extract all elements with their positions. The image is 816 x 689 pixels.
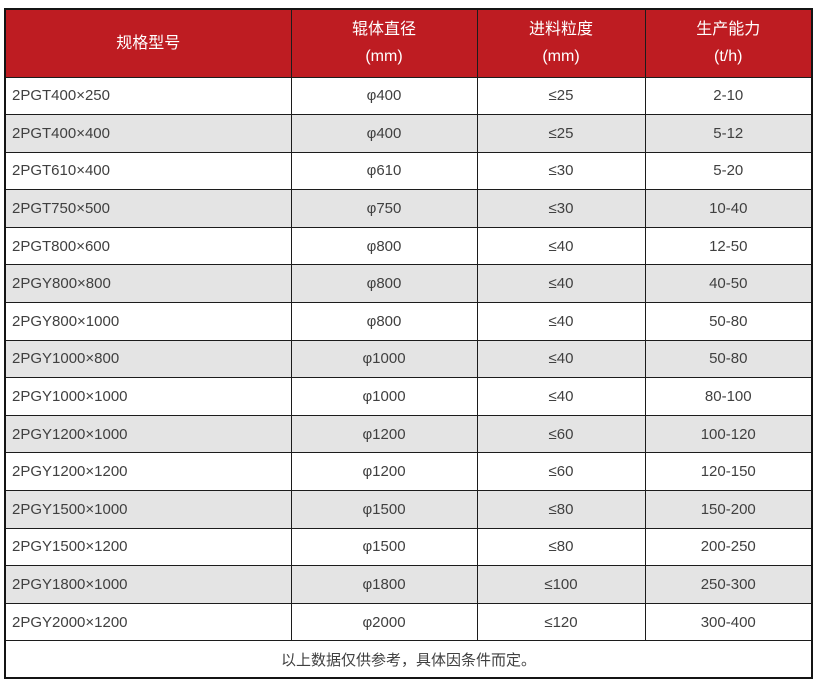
diameter-cell: φ750	[290, 189, 478, 228]
header-roller-diameter-title: 辊体直径	[351, 21, 416, 39]
table-row: 2PGT750×500 φ750 ≤30 10-40	[4, 189, 813, 228]
capacity-cell: 5-12	[644, 114, 813, 153]
diameter-cell: φ400	[290, 76, 478, 116]
table-row: 2PGY1500×1000 φ1500 ≤80 150-200	[4, 490, 813, 529]
table-row: 2PGY2000×1200 φ2000 ≤120 300-400	[4, 602, 813, 642]
feed-size-cell: ≤30	[476, 189, 646, 228]
model-cell: 2PGY1000×800	[4, 339, 292, 379]
footer-note: 以上数据仅供参考，具体因条件而定。	[4, 640, 813, 679]
feed-size-cell: ≤120	[476, 602, 646, 642]
capacity-cell: 50-80	[644, 302, 813, 341]
feed-size-cell: ≤40	[476, 339, 646, 379]
model-cell: 2PGY1500×1200	[4, 527, 292, 567]
header-roller-diameter-unit: (mm)	[365, 48, 403, 66]
diameter-cell: φ1000	[290, 339, 478, 379]
capacity-cell: 200-250	[644, 527, 813, 567]
diameter-cell: φ1200	[290, 452, 478, 492]
diameter-cell: φ800	[290, 264, 478, 304]
table-row: 2PGY1200×1200 φ1200 ≤60 120-150	[4, 452, 813, 492]
model-cell: 2PGY1200×1200	[4, 452, 292, 492]
capacity-cell: 100-120	[644, 414, 813, 454]
model-cell: 2PGY1500×1000	[4, 490, 292, 529]
header-feed-size-title: 进料粒度	[528, 21, 593, 39]
table-row: 2PGY1000×800 φ1000 ≤40 50-80	[4, 339, 813, 379]
table-row: 2PGY1800×1000 φ1800 ≤100 250-300	[4, 565, 813, 604]
table-row: 2PGY1200×1000 φ1200 ≤60 100-120	[4, 414, 813, 454]
header-model-title: 规格型号	[116, 34, 181, 52]
capacity-cell: 120-150	[644, 452, 813, 492]
model-cell: 2PGY1800×1000	[4, 565, 292, 604]
diameter-cell: φ1500	[290, 527, 478, 567]
table-row: 2PGY1500×1200 φ1500 ≤80 200-250	[4, 527, 813, 567]
header-feed-size-unit: (mm)	[542, 48, 580, 66]
table-row: 2PGY1000×1000 φ1000 ≤40 80-100	[4, 377, 813, 416]
table-row: 2PGT610×400 φ610 ≤30 5-20	[4, 151, 813, 191]
table-row: 2PGY800×1000 φ800 ≤40 50-80	[4, 302, 813, 341]
diameter-cell: φ1500	[290, 490, 478, 529]
footer-row: 以上数据仅供参考，具体因条件而定。	[4, 640, 813, 679]
model-cell: 2PGT800×600	[4, 226, 292, 266]
table-row: 2PGY800×800 φ800 ≤40 40-50	[4, 264, 813, 304]
model-cell: 2PGY800×1000	[4, 302, 292, 341]
feed-size-cell: ≤30	[476, 151, 646, 191]
capacity-cell: 300-400	[644, 602, 813, 642]
table-row: 2PGT400×250 φ400 ≤25 2-10	[4, 76, 813, 116]
model-cell: 2PGY1200×1000	[4, 414, 292, 454]
feed-size-cell: ≤60	[476, 414, 646, 454]
spec-table: 规格型号 辊体直径 (mm) 进料粒度 (mm) 生产能力 (t/h) 2PGT…	[4, 8, 813, 679]
feed-size-cell: ≤25	[476, 76, 646, 116]
diameter-cell: φ2000	[290, 602, 478, 642]
feed-size-cell: ≤40	[476, 377, 646, 416]
model-cell: 2PGT610×400	[4, 151, 292, 191]
header-capacity: 生产能力 (t/h)	[644, 8, 813, 78]
capacity-cell: 250-300	[644, 565, 813, 604]
feed-size-cell: ≤100	[476, 565, 646, 604]
model-cell: 2PGT750×500	[4, 189, 292, 228]
model-cell: 2PGY1000×1000	[4, 377, 292, 416]
model-cell: 2PGT400×400	[4, 114, 292, 153]
header-model: 规格型号	[4, 8, 292, 78]
header-roller-diameter: 辊体直径 (mm)	[290, 8, 478, 78]
diameter-cell: φ800	[290, 302, 478, 341]
header-feed-size: 进料粒度 (mm)	[476, 8, 646, 78]
capacity-cell: 5-20	[644, 151, 813, 191]
feed-size-cell: ≤80	[476, 490, 646, 529]
capacity-cell: 150-200	[644, 490, 813, 529]
capacity-cell: 40-50	[644, 264, 813, 304]
table-body: 2PGT400×250 φ400 ≤25 2-10 2PGT400×400 φ400 ≤25…	[4, 76, 813, 642]
diameter-cell: φ1000	[290, 377, 478, 416]
diameter-cell: φ1200	[290, 414, 478, 454]
model-cell: 2PGT400×250	[4, 76, 292, 116]
feed-size-cell: ≤25	[476, 114, 646, 153]
feed-size-cell: ≤60	[476, 452, 646, 492]
capacity-cell: 50-80	[644, 339, 813, 379]
model-cell: 2PGY800×800	[4, 264, 292, 304]
feed-size-cell: ≤40	[476, 302, 646, 341]
model-cell: 2PGY2000×1200	[4, 602, 292, 642]
header-row: 规格型号 辊体直径 (mm) 进料粒度 (mm) 生产能力 (t/h)	[4, 8, 813, 78]
feed-size-cell: ≤40	[476, 226, 646, 266]
capacity-cell: 10-40	[644, 189, 813, 228]
capacity-cell: 2-10	[644, 76, 813, 116]
table-row: 2PGT400×400 φ400 ≤25 5-12	[4, 114, 813, 153]
capacity-cell: 80-100	[644, 377, 813, 416]
table-row: 2PGT800×600 φ800 ≤40 12-50	[4, 226, 813, 266]
diameter-cell: φ800	[290, 226, 478, 266]
header-capacity-title: 生产能力	[696, 21, 761, 39]
capacity-cell: 12-50	[644, 226, 813, 266]
feed-size-cell: ≤40	[476, 264, 646, 304]
diameter-cell: φ1800	[290, 565, 478, 604]
diameter-cell: φ610	[290, 151, 478, 191]
header-capacity-unit: (t/h)	[714, 48, 743, 66]
diameter-cell: φ400	[290, 114, 478, 153]
feed-size-cell: ≤80	[476, 527, 646, 567]
